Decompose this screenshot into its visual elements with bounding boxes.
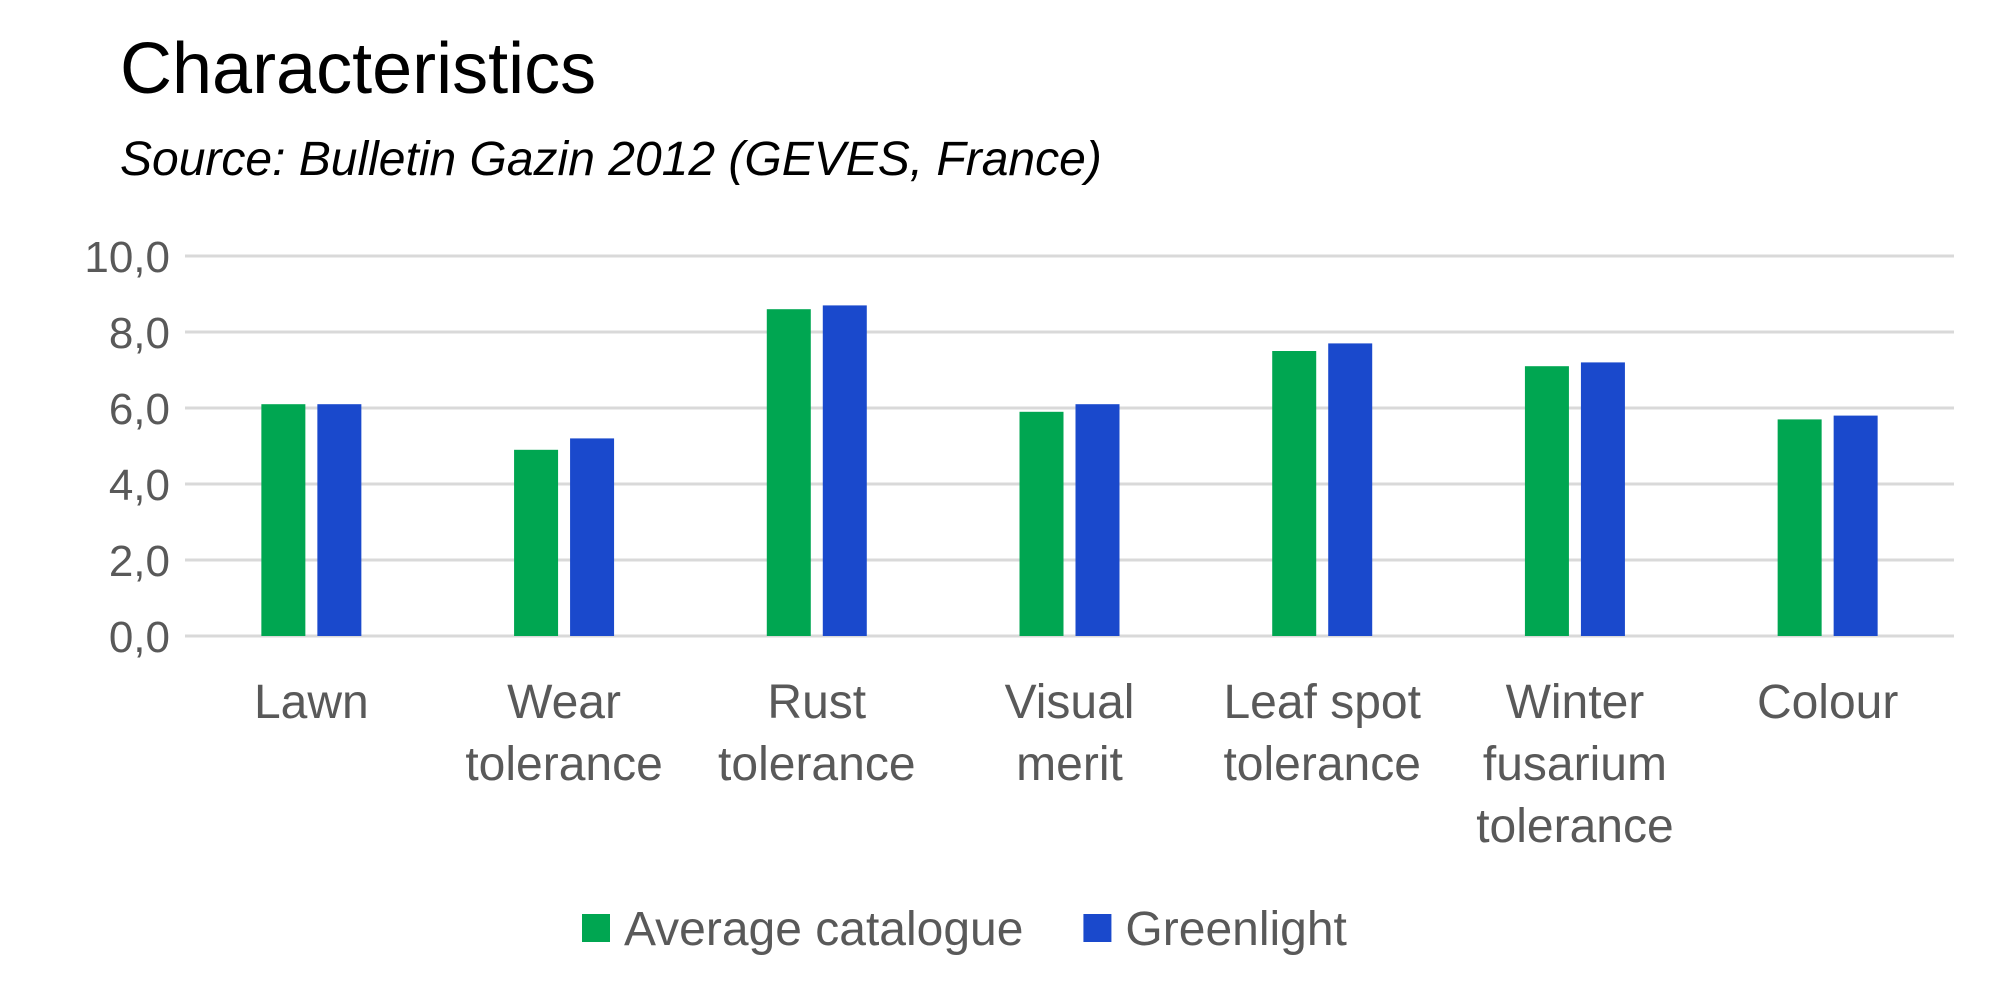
legend-swatch <box>1083 914 1112 942</box>
bar-average-catalogue <box>514 449 559 636</box>
bar-greenlight <box>1075 404 1120 636</box>
bar-greenlight <box>1328 343 1373 636</box>
x-tick-label: Lawn <box>254 676 369 729</box>
x-tick-label: Wear <box>507 676 621 729</box>
y-tick-label: 0,0 <box>109 613 170 662</box>
bar-average-catalogue <box>261 404 306 636</box>
x-tick-label: tolerance <box>465 738 662 791</box>
bar-greenlight <box>1580 362 1625 636</box>
bar-average-catalogue <box>1272 351 1317 636</box>
legend-label: Average catalogue <box>624 903 1023 956</box>
y-tick-label: 4,0 <box>109 461 170 510</box>
chart-subtitle: Source: Bulletin Gazin 2012 (GEVES, Fran… <box>120 133 1102 186</box>
x-tick-label: Colour <box>1757 676 1898 729</box>
bar-greenlight <box>570 438 615 636</box>
y-tick-label: 8,0 <box>109 309 170 358</box>
x-tick-label: tolerance <box>1476 800 1673 853</box>
legend-label: Greenlight <box>1125 903 1346 956</box>
x-tick-label: tolerance <box>1223 738 1420 791</box>
x-tick-label: fusarium <box>1483 738 1667 791</box>
x-tick-label: Leaf spot <box>1223 676 1420 729</box>
y-tick-label: 6,0 <box>109 385 170 434</box>
chart-title: Characteristics <box>120 29 597 109</box>
bar-greenlight <box>317 404 362 636</box>
x-tick-label: Rust <box>767 676 866 729</box>
y-tick-label: 10,0 <box>84 233 170 282</box>
x-tick-label: tolerance <box>718 738 915 791</box>
bar-average-catalogue <box>766 309 811 636</box>
bar-average-catalogue <box>1019 411 1064 636</box>
y-tick-label: 2,0 <box>109 537 170 586</box>
x-tick-label: Winter <box>1506 676 1645 729</box>
legend-swatch <box>582 914 610 942</box>
x-tick-label: merit <box>1016 738 1123 791</box>
bar-average-catalogue <box>1524 366 1569 636</box>
bar-average-catalogue <box>1777 419 1822 636</box>
x-tick-label: Visual <box>1005 676 1135 729</box>
bar-greenlight <box>822 305 867 636</box>
bar-greenlight <box>1833 415 1878 636</box>
